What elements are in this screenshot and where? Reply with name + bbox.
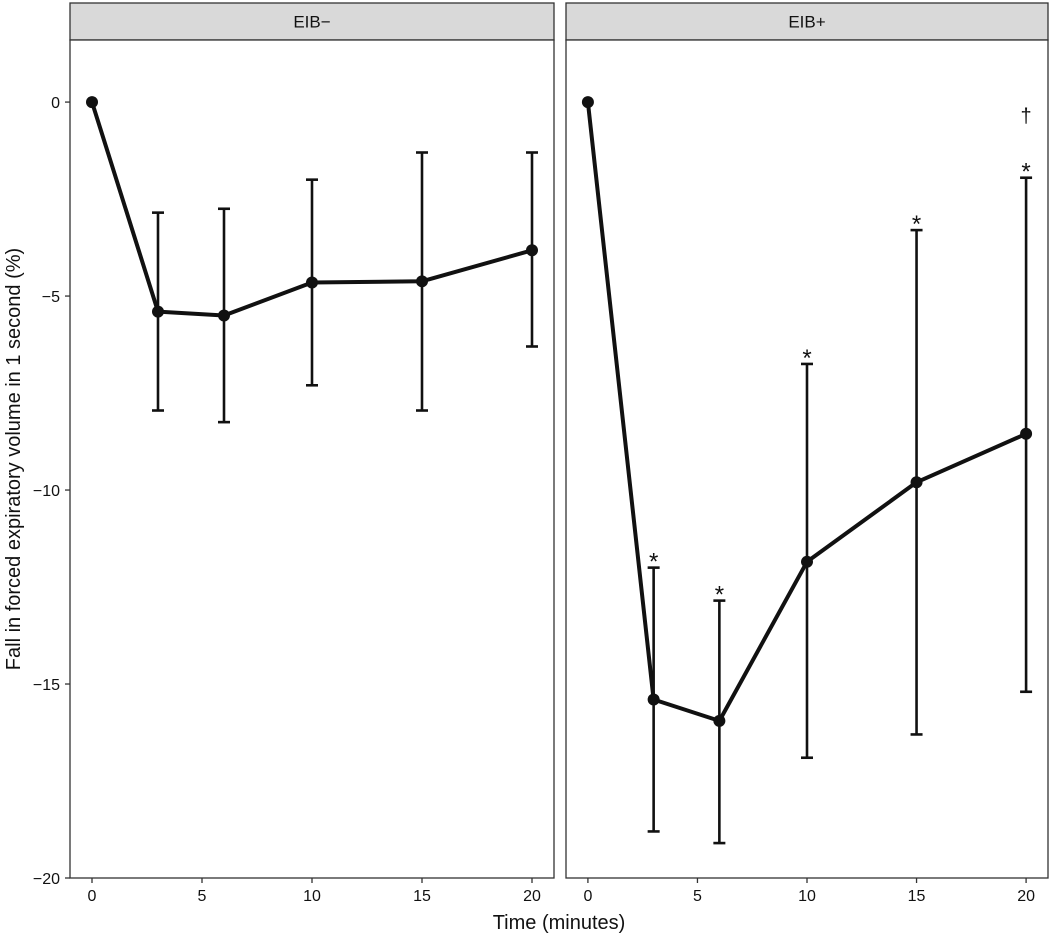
data-point (1020, 427, 1033, 440)
facet-panel-2: EIB+ 0 5 10 15 20 * * * * * † (565, 2, 1049, 905)
data-point (713, 714, 726, 727)
panel-frame (69, 39, 555, 879)
x-tick-label: 15 (908, 888, 926, 905)
data-point (801, 555, 813, 568)
significance-marker: * (912, 211, 921, 238)
facet-strip (565, 2, 1049, 41)
data-point (416, 275, 428, 288)
x-tick-label: 20 (523, 888, 541, 905)
data-point (581, 96, 594, 109)
significance-marker: * (649, 549, 658, 576)
x-tick-label: 5 (693, 888, 702, 905)
facets-layer: EIB− 0 5 10 15 20 0 −5 −10 −15 −20 EIB+ 0 5 10 15 20 * * * *… (33, 2, 1049, 905)
y-tick-label: −10 (33, 483, 60, 500)
x-axis-title: Time (minutes) (493, 912, 626, 934)
dagger-marker: † (1021, 106, 1032, 128)
series-line (585, 100, 1029, 723)
facet-panel-1: EIB− 0 5 10 15 20 0 −5 −10 −15 −20 (33, 2, 555, 905)
data-point (152, 305, 164, 318)
data-point (647, 693, 660, 706)
x-tick-label: 0 (88, 888, 97, 905)
facet-strip-label: EIB− (293, 13, 330, 32)
significance-marker: * (1021, 159, 1030, 186)
significance-marker: * (802, 345, 811, 372)
y-axis-title: Fall in forced expiratory volume in 1 se… (3, 248, 25, 670)
significance-marker: * (715, 582, 724, 609)
x-tick-label: 10 (798, 888, 816, 905)
facet-strip (69, 2, 555, 41)
facet-strip-label: EIB+ (788, 13, 825, 32)
x-tick-label: 5 (198, 888, 207, 905)
data-point (218, 309, 230, 322)
x-tick-label: 20 (1017, 888, 1035, 905)
y-tick-label: −5 (42, 289, 60, 306)
x-tick-label: 10 (303, 888, 321, 905)
x-tick-label: 15 (413, 888, 431, 905)
y-tick-label: −15 (33, 677, 60, 694)
data-point (86, 96, 98, 109)
x-tick-label: 0 (583, 888, 592, 905)
y-tick-label: −20 (33, 871, 60, 888)
data-point (526, 244, 538, 257)
series-line (90, 100, 534, 318)
data-point (306, 276, 318, 289)
data-point (910, 476, 923, 489)
y-tick-label: 0 (51, 95, 60, 112)
